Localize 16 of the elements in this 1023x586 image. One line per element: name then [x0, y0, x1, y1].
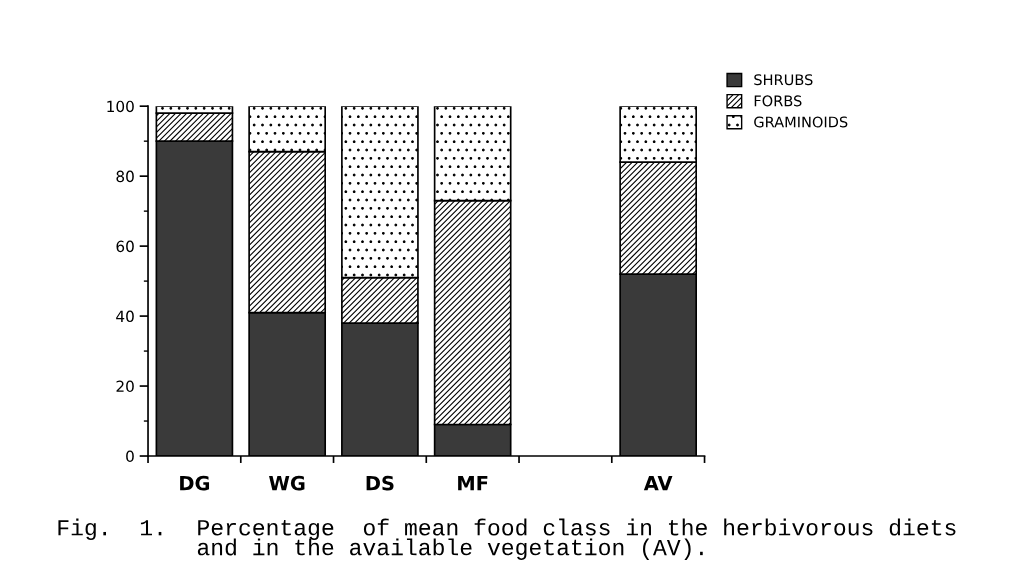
- y-tick-label: 0: [126, 450, 134, 463]
- x-tick-label: DG: [180, 475, 210, 491]
- x-tick-label: WG: [269, 475, 305, 491]
- legend-label: FORBS: [754, 95, 802, 107]
- y-tick-label: 20: [116, 380, 134, 393]
- y-tick-label: 40: [116, 310, 134, 323]
- text: Percentage of mean food class in the herbivorous diets and in the available vegetation (AV).: [197, 518, 956, 560]
- legend-label: GRAMINOIDS: [754, 116, 848, 128]
- x-tick-label: AV: [643, 476, 673, 491]
- caption: Fig. 1.: [58, 518, 162, 541]
- legend-label: SHRUBS: [754, 74, 813, 86]
- y-tick-label: 100: [107, 100, 134, 113]
- x-tick-label: DS: [366, 475, 394, 491]
- y-tick-label: 60: [116, 240, 134, 253]
- x-tick-label: MF: [458, 476, 488, 491]
- y-tick-label: 80: [116, 170, 134, 183]
